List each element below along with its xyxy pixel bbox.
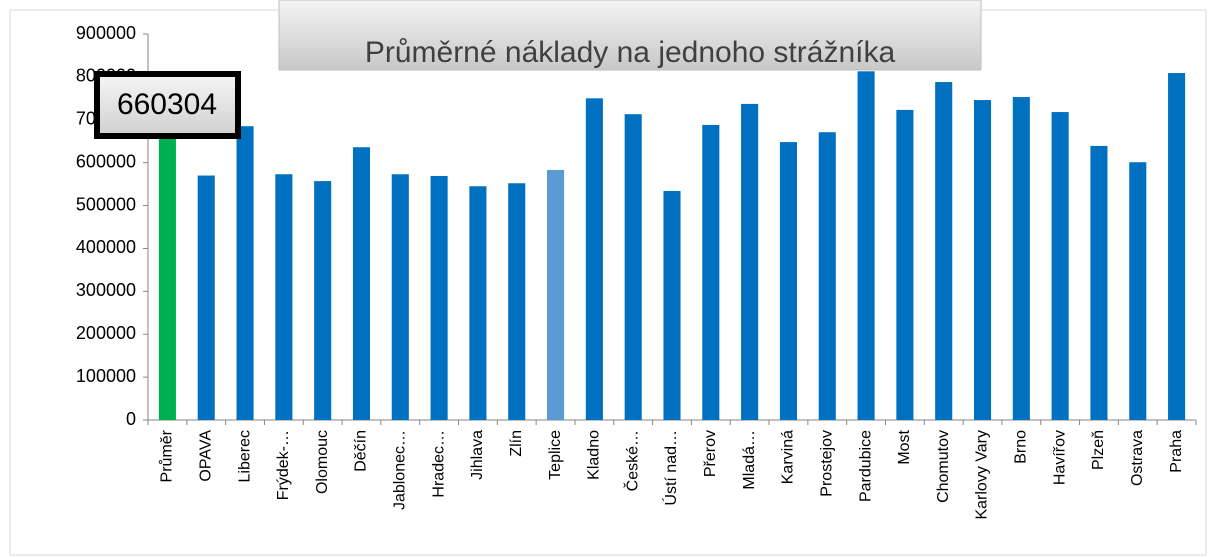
y-tick-label: 300000 (76, 280, 136, 300)
bar (935, 82, 953, 420)
x-tick-label: Havířov (1051, 430, 1068, 485)
bar (158, 136, 176, 420)
bar (896, 109, 914, 420)
x-tick-label: Frýdek-… (275, 430, 292, 500)
x-tick-label: Praha (1168, 430, 1185, 473)
x-tick-label: Karviná (780, 430, 797, 484)
x-tick-label: Prostejov (818, 430, 835, 497)
bar (702, 124, 720, 421)
x-tick-label: Mladá… (741, 430, 758, 490)
bar (585, 98, 603, 420)
x-tick-label: Průměr (158, 429, 176, 482)
bar (818, 132, 836, 420)
bar (1090, 145, 1108, 420)
x-tick-label: Děčín (353, 430, 370, 472)
data-label-box (94, 71, 241, 139)
x-tick-label: Brno (1013, 430, 1030, 464)
bar (741, 103, 759, 421)
bar (624, 114, 642, 421)
bar (779, 142, 797, 420)
bar (391, 174, 409, 420)
x-tick-label: Kladno (586, 430, 603, 480)
y-tick-label: 600000 (76, 151, 136, 171)
x-tick-label: Hradec… (430, 430, 447, 498)
x-tick-label: Most (896, 429, 913, 464)
bar (1129, 162, 1147, 420)
x-tick-label: Ústí nad… (661, 430, 680, 506)
x-tick-label: Liberec (236, 430, 253, 482)
y-tick-label: 900000 (76, 23, 136, 43)
y-tick-label: 200000 (76, 323, 136, 343)
x-tick-label: Teplice (547, 430, 564, 480)
x-tick-label: Přerov (702, 430, 719, 477)
x-tick-label: Karlovy Vary (974, 430, 991, 520)
bar (197, 175, 215, 420)
x-tick-label: Plzeň (1090, 430, 1107, 470)
bar (1051, 112, 1069, 421)
x-tick-label: Jablonec… (392, 430, 409, 510)
y-tick-label: 100000 (76, 366, 136, 386)
x-tick-label: Chomutov (935, 430, 952, 503)
bar (973, 100, 992, 420)
bar (1012, 97, 1030, 421)
bar (508, 183, 526, 420)
y-tick-label: 400000 (76, 237, 136, 257)
bar (1168, 73, 1186, 420)
x-tick-label: OPAVA (197, 430, 214, 482)
x-tick-label: Pardubice (857, 430, 874, 502)
bar (469, 186, 487, 420)
bar (857, 71, 875, 421)
bar (314, 181, 332, 420)
bar (430, 175, 448, 420)
y-tick-label: 0 (126, 409, 136, 429)
bar (275, 174, 293, 420)
chart-title: Průměrné náklady na jednoho strážníka (365, 36, 896, 69)
x-tick-label: Jihlava (469, 430, 486, 480)
bar (547, 169, 565, 420)
data-label: 660304 (117, 88, 217, 121)
bar (352, 147, 371, 420)
y-tick-label: 500000 (76, 194, 136, 214)
x-tick-label: České… (622, 430, 641, 491)
x-tick-label: Ostrava (1129, 430, 1146, 486)
x-tick-label: Olomouc (314, 430, 331, 494)
title-box (278, 0, 982, 71)
x-tick-label: Zlín (508, 430, 525, 457)
bar (663, 190, 681, 420)
bar (236, 126, 254, 420)
